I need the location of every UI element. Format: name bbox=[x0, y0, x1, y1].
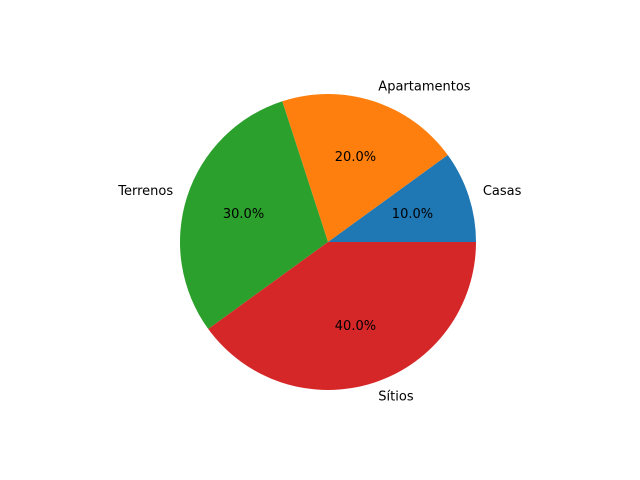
pie-slice-apartamentos bbox=[282, 94, 448, 242]
pie-slice-casas bbox=[328, 155, 476, 242]
slice-label-sitios: Sítios bbox=[378, 389, 414, 404]
pie-labels: Casas 10.0% Apartamentos 20.0% Terrenos 30.0%… bbox=[117, 80, 521, 405]
pie-slice-sitios bbox=[208, 242, 476, 390]
percent-label-sitios: 40.0% bbox=[335, 319, 376, 334]
slice-label-casas: Casas bbox=[483, 184, 522, 199]
pie-slice-terrenos bbox=[179, 101, 328, 329]
pie-slices bbox=[179, 94, 476, 390]
percent-label-terrenos: 30.0% bbox=[223, 207, 264, 222]
percent-label-casas: 10.0% bbox=[392, 207, 433, 222]
slice-label-apartamentos: Apartamentos bbox=[378, 80, 470, 95]
percent-label-apartamentos: 20.0% bbox=[335, 150, 376, 165]
slice-label-terrenos: Terrenos bbox=[117, 184, 173, 199]
